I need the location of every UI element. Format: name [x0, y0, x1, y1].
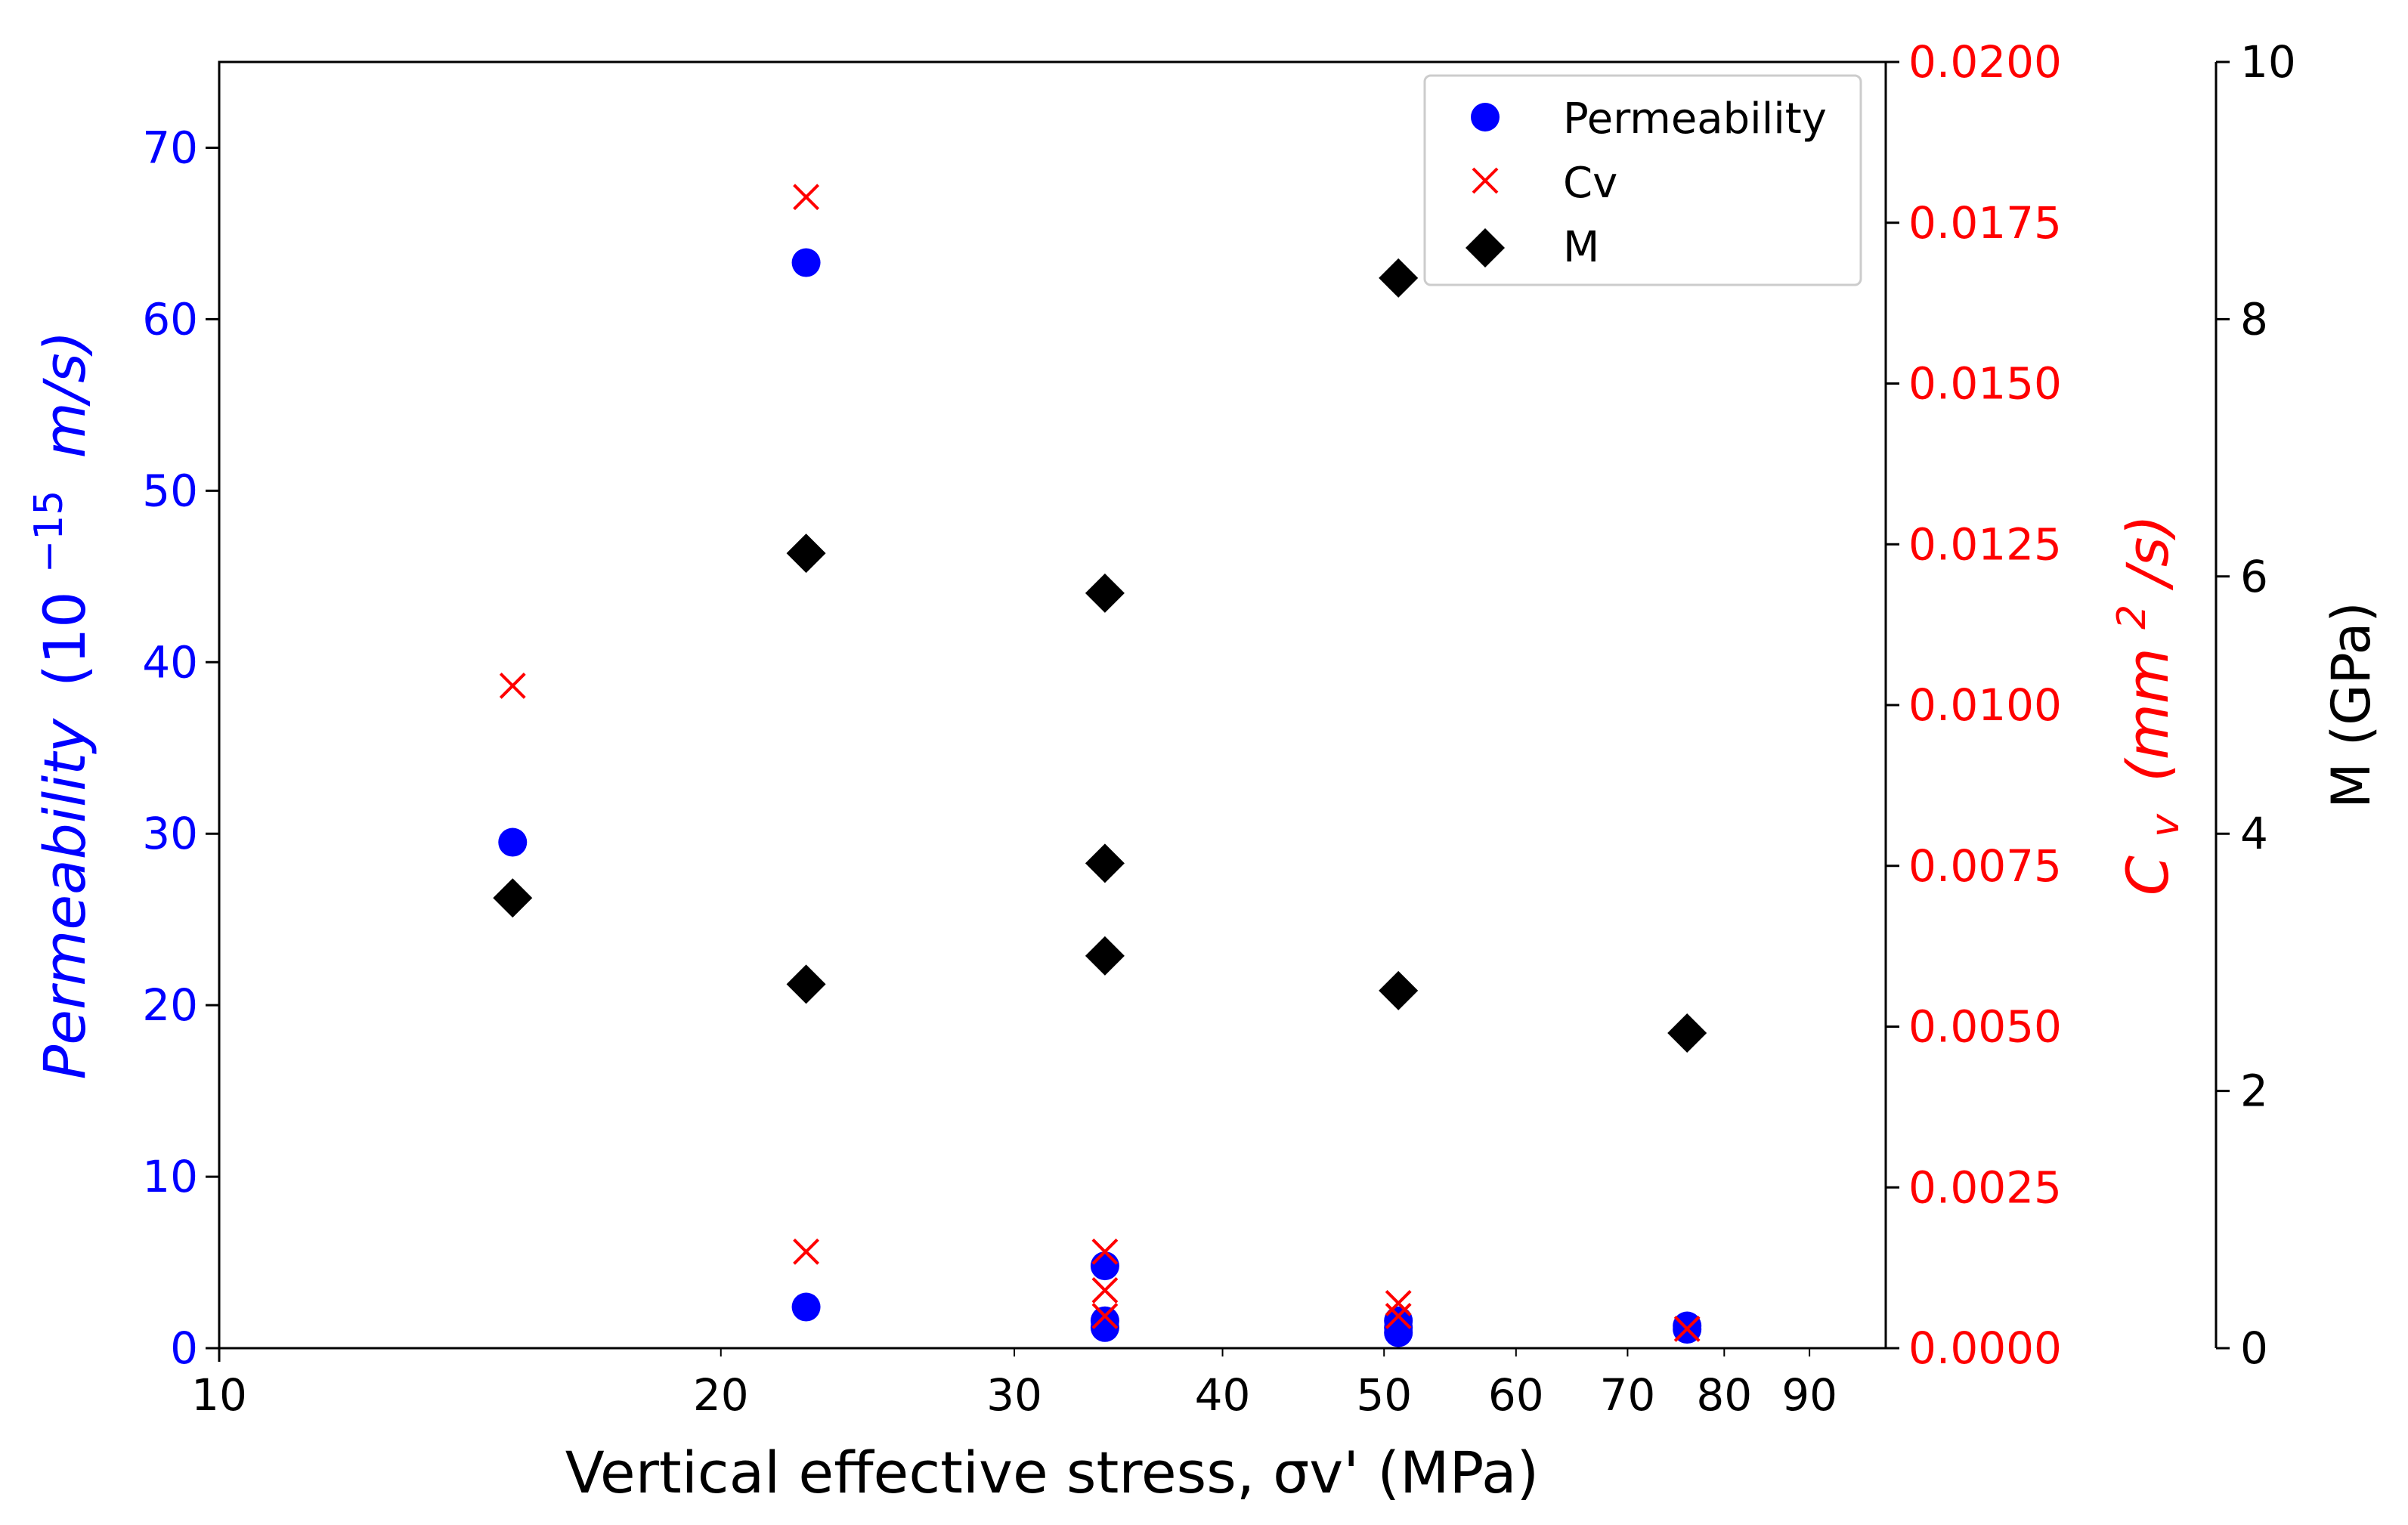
x-tick-label: 80: [1696, 1369, 1752, 1421]
m-point: [786, 964, 826, 1004]
x-axis-label: Vertical effective stress, σv' (MPa): [565, 1439, 1539, 1506]
cv-point: [1673, 1316, 1701, 1342]
cv-point: [1091, 1238, 1119, 1265]
left-tick-label: 60: [142, 293, 198, 345]
cv-tick-label: 0.0050: [1908, 1001, 2062, 1053]
left-tick-label: 0: [170, 1322, 198, 1374]
cv-point: [1091, 1303, 1119, 1329]
cv-tick-label: 0.0100: [1908, 679, 2062, 731]
x-tick-label: 10: [191, 1369, 247, 1421]
m-tick-label: 8: [2240, 293, 2268, 345]
legend-m-marker: [1466, 228, 1505, 268]
m-point: [786, 534, 826, 574]
left-axis-label: Permeability (10 −15 m/s): [8, 330, 98, 1079]
m-tick-label: 4: [2240, 808, 2268, 859]
cv-tick-label: 0.0175: [1908, 197, 2062, 249]
x-axis: 10 20 30 40 50 60 70 80 90: [191, 1348, 1837, 1421]
legend-cv-marker: [1472, 167, 1499, 194]
left-tick-label: 20: [142, 979, 198, 1031]
permeability-point: [1090, 1313, 1119, 1342]
m-point: [493, 878, 533, 918]
left-tick-label: 40: [142, 636, 198, 688]
cv-axis: 0.0000 0.0025 0.0050 0.0075 0.0100 0.0125 0.01…: [1886, 36, 2062, 1374]
cv-axis-label: C v (mm 2 /s): [2091, 515, 2192, 896]
cv-tick-label: 0.0200: [1908, 36, 2062, 88]
m-point: [1085, 573, 1125, 613]
cv-tick-label: 0.0125: [1908, 518, 2062, 570]
cv-tick-label: 0.0025: [1908, 1162, 2062, 1213]
m-point: [1667, 1013, 1707, 1053]
permeability-point: [1090, 1251, 1119, 1281]
m-point: [1379, 258, 1419, 298]
left-tick-label: 50: [142, 465, 198, 516]
left-tick-label: 10: [142, 1151, 198, 1202]
permeability-point: [498, 827, 528, 857]
m-point: [1085, 936, 1125, 976]
x-tick-label: 20: [693, 1369, 749, 1421]
legend-permeability-marker: [1471, 103, 1500, 131]
permeability-point: [1384, 1318, 1413, 1347]
x-tick-label: 50: [1356, 1369, 1412, 1421]
legend-m-label: M: [1563, 223, 1599, 272]
cv-tick-label: 0.0150: [1908, 358, 2062, 410]
cv-point: [1385, 1290, 1412, 1316]
m-tick-label: 6: [2240, 551, 2268, 602]
x-tick-label: 40: [1195, 1369, 1251, 1421]
x-tick-label: 60: [1488, 1369, 1544, 1421]
legend-permeability-label: Permeability: [1563, 94, 1827, 144]
m-point: [1379, 970, 1419, 1010]
permeability-point: [791, 1292, 821, 1322]
cv-point: [499, 673, 526, 699]
cv-point: [1385, 1303, 1412, 1329]
m-axis: 0 2 4 6 8 10: [2215, 36, 2296, 1374]
cv-point: [793, 1238, 819, 1265]
legend-cv-label: Cv: [1563, 159, 1617, 208]
cv-point: [793, 184, 819, 211]
left-tick-label: 30: [142, 808, 198, 859]
x-tick-label: 30: [986, 1369, 1042, 1421]
left-tick-label: 70: [142, 122, 198, 173]
cv-tick-label: 0.0075: [1908, 840, 2062, 892]
legend: Permeability Cv M: [1423, 74, 1862, 286]
m-axis-label: M (GPa): [2320, 602, 2382, 808]
m-point: [1085, 843, 1125, 883]
cv-tick-label: 0.0000: [1908, 1322, 2062, 1374]
permeability-point: [791, 248, 821, 277]
cv-point: [1091, 1276, 1119, 1304]
m-tick-label: 0: [2240, 1322, 2268, 1374]
left-axis: 0 10 20 30 40 50 60 70: [142, 122, 219, 1374]
x-tick-label: 90: [1781, 1369, 1837, 1421]
data-marks: [493, 184, 1707, 1347]
x-tick-label: 70: [1600, 1369, 1656, 1421]
legend-box: [1423, 74, 1862, 286]
m-tick-label: 10: [2240, 36, 2296, 88]
m-tick-label: 2: [2240, 1066, 2268, 1117]
